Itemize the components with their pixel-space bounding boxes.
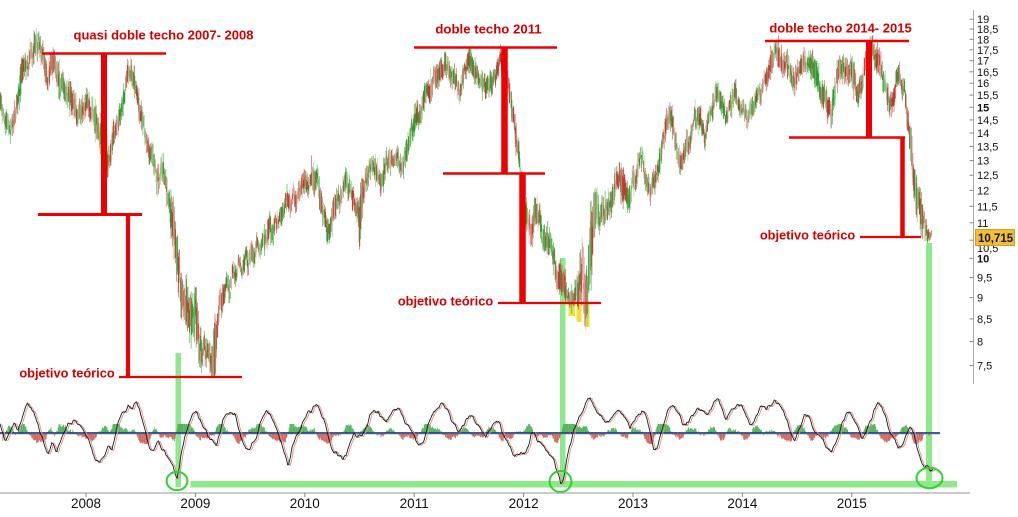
svg-text:quasi doble techo 2007- 2008: quasi doble techo 2007- 2008 (74, 28, 254, 43)
svg-text:13,5: 13,5 (977, 142, 998, 154)
svg-text:10,5: 10,5 (977, 243, 998, 255)
svg-text:2009: 2009 (180, 496, 210, 511)
svg-text:2010: 2010 (290, 496, 320, 511)
svg-text:2015: 2015 (837, 496, 867, 511)
svg-text:15,5: 15,5 (977, 90, 998, 102)
svg-text:2013: 2013 (618, 496, 648, 511)
svg-text:15: 15 (977, 102, 989, 114)
svg-text:18: 18 (977, 34, 989, 46)
svg-text:2011: 2011 (400, 496, 429, 511)
svg-text:19: 19 (977, 14, 989, 26)
svg-text:2008: 2008 (71, 496, 101, 511)
svg-text:18,5: 18,5 (977, 24, 998, 36)
svg-text:12,5: 12,5 (977, 170, 998, 182)
svg-text:9,5: 9,5 (977, 273, 992, 285)
svg-text:doble techo 2011: doble techo 2011 (435, 22, 541, 37)
svg-text:10: 10 (977, 253, 989, 265)
svg-text:9: 9 (977, 293, 983, 305)
svg-text:17,5: 17,5 (977, 45, 998, 57)
svg-text:11,5: 11,5 (977, 201, 998, 213)
svg-text:14: 14 (977, 128, 989, 140)
svg-text:10,715: 10,715 (978, 233, 1014, 245)
svg-text:8: 8 (977, 337, 983, 349)
svg-text:11: 11 (977, 218, 988, 230)
svg-text:2014: 2014 (727, 496, 758, 511)
svg-text:16: 16 (977, 78, 989, 90)
svg-text:8,5: 8,5 (977, 314, 992, 326)
svg-text:14,5: 14,5 (977, 115, 998, 127)
svg-text:17: 17 (977, 56, 989, 68)
svg-text:16,5: 16,5 (977, 67, 998, 79)
svg-text:objetivo teórico: objetivo teórico (398, 294, 493, 309)
svg-text:objetivo teórico: objetivo teórico (760, 228, 855, 243)
svg-text:13: 13 (977, 156, 989, 168)
svg-text:7,5: 7,5 (977, 361, 992, 373)
svg-text:12: 12 (977, 185, 989, 197)
svg-text:2012: 2012 (509, 496, 539, 511)
svg-text:doble techo 2014- 2015: doble techo 2014- 2015 (769, 21, 911, 36)
svg-text:objetivo teórico: objetivo teórico (19, 366, 114, 381)
